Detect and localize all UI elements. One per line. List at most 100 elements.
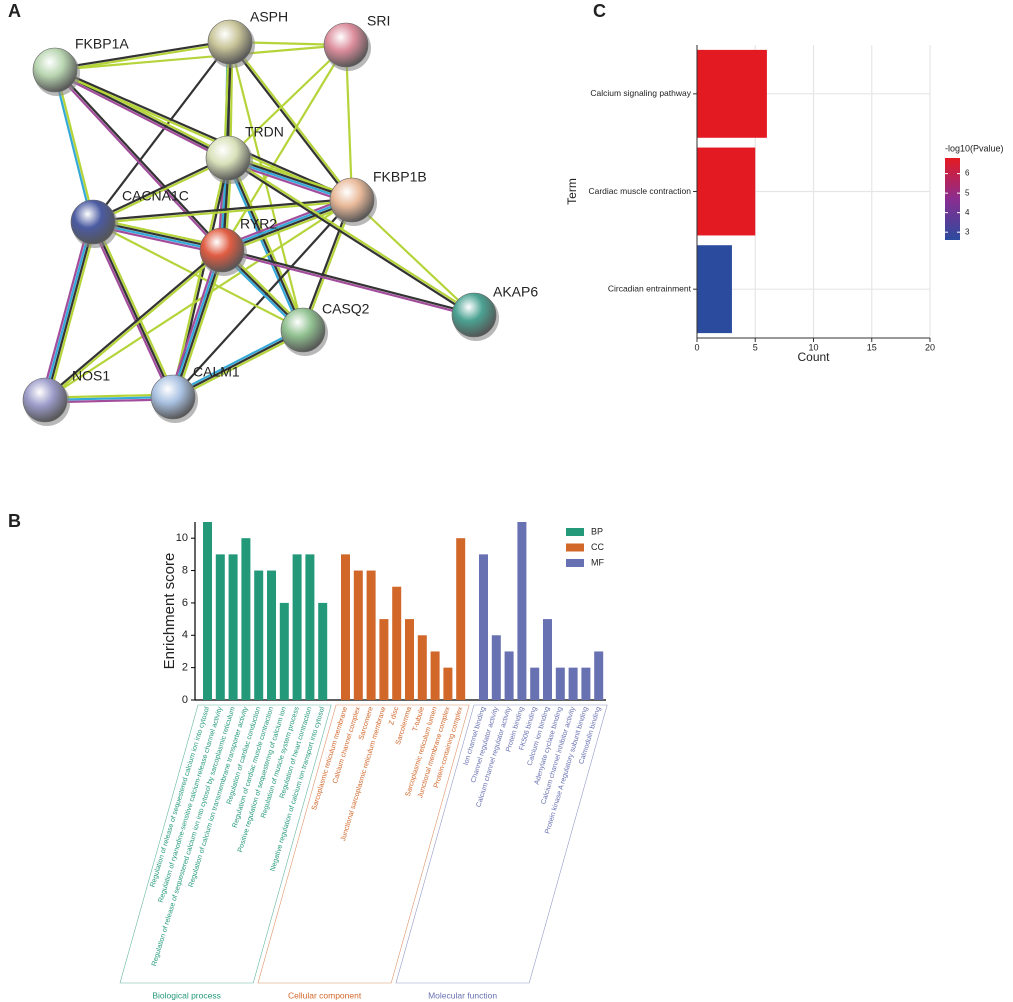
node-label: AKAP6	[493, 284, 538, 300]
node-label: NOS1	[72, 368, 110, 384]
group-label: Biological process	[152, 990, 221, 1000]
x-axis-label: Count	[797, 350, 830, 364]
legend-label: BP	[591, 526, 603, 536]
legend-label: MF	[591, 557, 604, 567]
edge	[92, 197, 352, 222]
edge	[40, 220, 91, 400]
node-label: SRI	[367, 13, 390, 29]
edge	[175, 250, 227, 399]
network: ASPH SRI FKBP1A TRDN FKBP1B CACNA1C RYR2 AKAP6 C…	[22, 9, 538, 426]
y-tick-label: 6	[182, 597, 188, 609]
x-tick-label: 20	[925, 342, 935, 352]
node-label: CACNA1C	[122, 188, 189, 204]
bar	[581, 667, 591, 700]
y-tick-label: 2	[182, 662, 188, 674]
y-axis-label: Term	[565, 178, 579, 205]
edge	[94, 220, 177, 397]
x-tick-label: 10	[808, 342, 818, 352]
edge	[226, 157, 305, 331]
node	[32, 47, 78, 93]
edge	[227, 44, 347, 159]
panel-label: C	[593, 1, 606, 21]
bar	[292, 554, 302, 700]
group-label: Molecular function	[428, 990, 497, 1000]
edge	[170, 249, 222, 397]
node	[205, 135, 251, 181]
bar	[379, 619, 389, 700]
edge	[45, 250, 224, 402]
colorbar	[945, 158, 960, 240]
x-tick-label: T-tubule	[412, 706, 426, 732]
edge	[55, 68, 224, 250]
edge	[173, 250, 225, 398]
edge	[89, 222, 172, 399]
edge	[229, 156, 307, 330]
edge	[91, 221, 175, 398]
edge	[172, 199, 353, 398]
edge	[224, 158, 302, 332]
edge	[45, 222, 96, 401]
edge	[230, 40, 354, 200]
group-bracket	[119, 704, 332, 984]
bar	[203, 522, 212, 700]
bar	[254, 570, 264, 700]
bar	[697, 49, 767, 138]
edge	[44, 199, 353, 401]
edge	[53, 71, 228, 162]
colorbar-tick-label: 3	[965, 227, 970, 236]
bar	[517, 522, 527, 700]
x-tick-label: Z disc	[388, 706, 400, 726]
edge	[47, 222, 98, 402]
edge	[92, 221, 304, 331]
bar	[443, 667, 453, 700]
edge	[53, 70, 222, 252]
bar	[555, 667, 565, 700]
edge	[92, 41, 231, 223]
y-tick-label: 4	[182, 629, 188, 641]
node-label: FKBP1B	[373, 169, 427, 185]
edge	[221, 250, 474, 318]
node	[22, 377, 68, 423]
node-label: FKBP1A	[75, 36, 129, 52]
edge	[43, 248, 222, 400]
bar	[392, 586, 402, 700]
x-tick-label: 15	[867, 342, 877, 352]
bar	[697, 245, 732, 334]
edge	[222, 247, 475, 315]
bar	[267, 570, 276, 700]
bar	[568, 667, 578, 700]
legend-label: CC	[591, 542, 604, 552]
x-tick-label: 0	[694, 342, 699, 352]
colorbar-tick-label: 4	[965, 208, 970, 217]
bar	[318, 602, 328, 700]
node	[451, 292, 497, 338]
y-tick-label: 10	[176, 532, 188, 544]
edge	[226, 158, 474, 317]
colorbar-tick-label: 6	[965, 169, 970, 178]
bar	[543, 619, 552, 700]
y-tick-label: Cardiac muscle contraction	[588, 186, 691, 196]
bar	[430, 651, 440, 700]
edge	[228, 156, 476, 315]
edge	[168, 248, 220, 397]
edge	[228, 41, 305, 331]
node-label: CALM1	[193, 364, 240, 380]
legend-swatch	[566, 528, 584, 536]
bar	[279, 602, 289, 700]
edge	[172, 329, 304, 398]
edge	[351, 199, 475, 316]
legend-swatch	[566, 559, 584, 567]
edge	[221, 44, 347, 251]
bar	[228, 554, 238, 700]
x-tick-label: 5	[753, 342, 758, 352]
bar	[697, 147, 756, 236]
legend-swatch	[566, 543, 584, 552]
node	[199, 227, 245, 273]
edge	[93, 200, 353, 225]
colorbar-tick-label: 5	[965, 188, 970, 197]
edge	[220, 195, 352, 248]
bar	[530, 667, 540, 700]
node	[329, 177, 375, 223]
